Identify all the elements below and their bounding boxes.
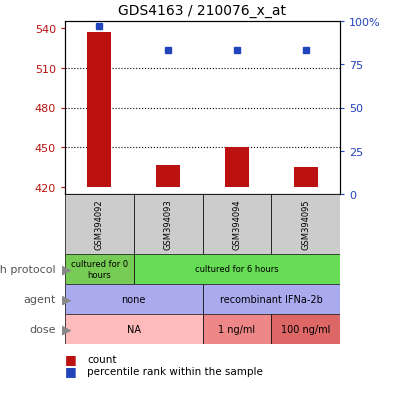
Text: ▶: ▶ xyxy=(62,263,72,276)
Text: cultured for 0
hours: cultured for 0 hours xyxy=(71,260,128,279)
Text: ■: ■ xyxy=(65,365,77,377)
Text: GSM394095: GSM394095 xyxy=(301,199,310,250)
Bar xyxy=(202,284,340,314)
Text: GSM394092: GSM394092 xyxy=(95,199,104,250)
Text: 1 ng/ml: 1 ng/ml xyxy=(218,324,256,334)
Text: cultured for 6 hours: cultured for 6 hours xyxy=(195,265,279,274)
Text: ■: ■ xyxy=(65,353,77,366)
Text: ▶: ▶ xyxy=(62,293,72,306)
Bar xyxy=(156,165,180,188)
Text: ▶: ▶ xyxy=(62,323,72,336)
Bar xyxy=(134,254,340,284)
Bar xyxy=(134,195,202,254)
Text: count: count xyxy=(87,354,116,364)
Text: recombinant IFNa-2b: recombinant IFNa-2b xyxy=(220,294,323,304)
Bar xyxy=(65,254,134,284)
Text: percentile rank within the sample: percentile rank within the sample xyxy=(87,366,263,376)
Bar xyxy=(65,284,202,314)
Bar xyxy=(271,195,340,254)
Text: 100 ng/ml: 100 ng/ml xyxy=(281,324,330,334)
Text: growth protocol: growth protocol xyxy=(0,264,56,274)
Bar xyxy=(65,195,134,254)
Bar xyxy=(65,314,202,344)
Bar xyxy=(87,33,112,188)
Text: none: none xyxy=(122,294,146,304)
Title: GDS4163 / 210076_x_at: GDS4163 / 210076_x_at xyxy=(118,4,286,18)
Bar xyxy=(271,314,340,344)
Text: agent: agent xyxy=(24,294,56,304)
Bar xyxy=(202,314,271,344)
Text: GSM394093: GSM394093 xyxy=(164,199,173,250)
Text: dose: dose xyxy=(30,324,56,334)
Bar xyxy=(202,195,271,254)
Text: GSM394094: GSM394094 xyxy=(232,199,241,250)
Bar xyxy=(225,148,249,188)
Bar xyxy=(294,168,318,188)
Text: NA: NA xyxy=(127,324,141,334)
